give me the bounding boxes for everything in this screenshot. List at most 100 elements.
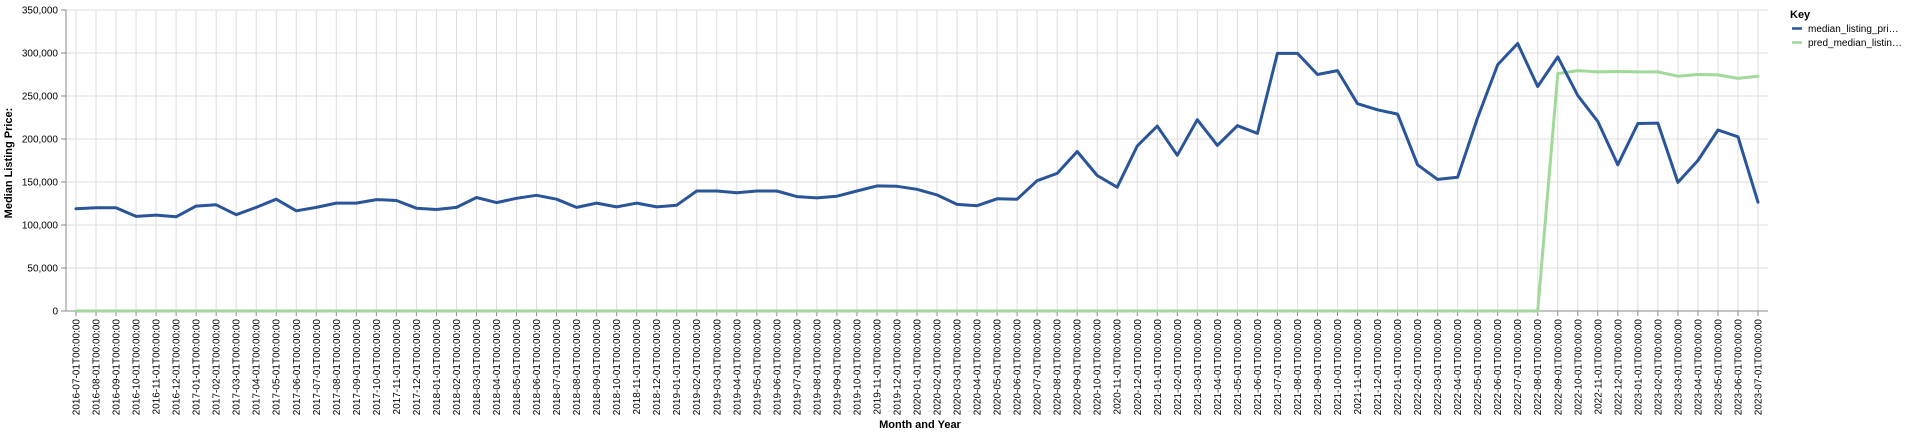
y-axis-title: Median Listing Price: xyxy=(3,108,15,219)
x-tick-label: 2019-04-01T00:00:00 xyxy=(732,319,743,416)
x-tick-label: 2017-04-01T00:00:00 xyxy=(252,319,263,416)
x-tick-label: 2018-01-01T00:00:00 xyxy=(432,319,443,416)
y-tick-label: 300,000 xyxy=(22,49,59,60)
x-tick-label: 2020-02-01T00:00:00 xyxy=(933,319,944,416)
x-tick-label: 2021-12-01T00:00:00 xyxy=(1373,319,1384,416)
x-tick-label: 2019-05-01T00:00:00 xyxy=(752,319,763,416)
x-tick-label: 2016-10-01T00:00:00 xyxy=(132,319,143,416)
x-tick-label: 2018-11-01T00:00:00 xyxy=(632,319,643,415)
x-tick-label: 2020-04-01T00:00:00 xyxy=(973,319,984,416)
x-tick-label: 2019-07-01T00:00:00 xyxy=(792,319,803,416)
series-line-pred-median-listin xyxy=(74,69,1760,313)
x-tick-label: 2018-09-01T00:00:00 xyxy=(592,319,603,416)
x-tick-label: 2021-06-01T00:00:00 xyxy=(1253,319,1264,416)
x-tick-label: 2023-07-01T00:00:00 xyxy=(1754,319,1765,416)
x-tick-label: 2016-09-01T00:00:00 xyxy=(112,319,123,416)
x-tick-label: 2020-08-01T00:00:00 xyxy=(1053,319,1064,416)
x-tick-label: 2022-11-01T00:00:00 xyxy=(1593,319,1604,415)
x-tick-label: 2019-03-01T00:00:00 xyxy=(712,319,723,416)
x-axis-title: Month and Year xyxy=(879,419,961,431)
x-tick-label: 2018-03-01T00:00:00 xyxy=(472,319,483,416)
x-tick-label: 2017-11-01T00:00:00 xyxy=(392,319,403,415)
x-tick-label: 2022-01-01T00:00:00 xyxy=(1393,319,1404,416)
x-tick-label: 2018-07-01T00:00:00 xyxy=(552,319,563,416)
y-tick-label: 250,000 xyxy=(22,92,59,103)
axes: 0 50,000 100,000 150,000 200,000 250,000 300,0… xyxy=(22,6,1768,416)
x-tick-label: 2020-06-01T00:00:00 xyxy=(1013,319,1024,416)
x-tick-label: 2021-11-01T00:00:00 xyxy=(1353,319,1364,415)
y-tick-label: 200,000 xyxy=(22,135,59,146)
y-tick-label: 0 xyxy=(52,307,58,318)
x-tick-label: 2021-10-01T00:00:00 xyxy=(1333,319,1344,416)
x-tick-label: 2021-07-01T00:00:00 xyxy=(1273,319,1284,416)
x-tick-label: 2017-12-01T00:00:00 xyxy=(412,319,423,416)
x-tick-label: 2020-03-01T00:00:00 xyxy=(953,319,964,416)
x-tick-label: 2021-03-01T00:00:00 xyxy=(1193,319,1204,416)
x-tick-label: 2016-08-01T00:00:00 xyxy=(92,319,103,416)
x-tick-label: 2022-03-01T00:00:00 xyxy=(1433,319,1444,416)
x-tick-label: 2021-04-01T00:00:00 xyxy=(1213,319,1224,416)
x-tick-label: 2019-02-01T00:00:00 xyxy=(692,319,703,416)
x-tick-label: 2018-04-01T00:00:00 xyxy=(492,319,503,416)
x-tick-label: 2020-10-01T00:00:00 xyxy=(1093,319,1104,416)
x-tick-label: 2017-02-01T00:00:00 xyxy=(212,319,223,416)
x-tick-label: 2019-01-01T00:00:00 xyxy=(672,319,683,416)
x-tick-label: 2022-07-01T00:00:00 xyxy=(1513,319,1524,416)
x-tick-label: 2020-01-01T00:00:00 xyxy=(913,319,924,416)
x-tick-label: 2018-10-01T00:00:00 xyxy=(612,319,623,416)
x-tick-label: 2017-08-01T00:00:00 xyxy=(332,319,343,416)
x-tick-label: 2023-06-01T00:00:00 xyxy=(1733,319,1744,416)
x-tick-label: 2019-08-01T00:00:00 xyxy=(812,319,823,416)
x-tick-label: 2021-02-01T00:00:00 xyxy=(1173,319,1184,416)
x-tick-label: 2019-09-01T00:00:00 xyxy=(832,319,843,416)
series-line-median-listing-pri xyxy=(74,42,1760,219)
x-tick-label: 2016-07-01T00:00:00 xyxy=(72,319,83,416)
x-tick-label: 2022-08-01T00:00:00 xyxy=(1533,319,1544,416)
legend-title: Key xyxy=(1790,9,1811,21)
x-tick-label: 2018-06-01T00:00:00 xyxy=(532,319,543,416)
y-tick-label: 100,000 xyxy=(22,221,59,232)
x-tick-label: 2022-04-01T00:00:00 xyxy=(1453,319,1464,416)
x-tick-label: 2017-05-01T00:00:00 xyxy=(272,319,283,416)
y-tick-label: 50,000 xyxy=(27,264,58,275)
x-tick-label: 2019-10-01T00:00:00 xyxy=(852,319,863,416)
x-tick-label: 2020-11-01T00:00:00 xyxy=(1113,319,1124,415)
x-tick-label: 2023-05-01T00:00:00 xyxy=(1713,319,1724,416)
x-tick-label: 2022-10-01T00:00:00 xyxy=(1573,319,1584,416)
x-tick-label: 2019-12-01T00:00:00 xyxy=(892,319,903,416)
x-tick-label: 2017-09-01T00:00:00 xyxy=(352,319,363,416)
x-tick-label: 2018-08-01T00:00:00 xyxy=(572,319,583,416)
legend-label: median_listing_pri… xyxy=(1808,24,1899,35)
series-lines xyxy=(74,42,1760,313)
x-tick-label: 2018-02-01T00:00:00 xyxy=(452,319,463,416)
x-tick-label: 2023-01-01T00:00:00 xyxy=(1633,319,1644,416)
x-tick-label: 2016-12-01T00:00:00 xyxy=(172,319,183,416)
x-tick-label: 2020-12-01T00:00:00 xyxy=(1133,319,1144,416)
x-tick-label: 2023-04-01T00:00:00 xyxy=(1693,319,1704,416)
grid-lines xyxy=(66,9,1768,312)
legend: Key median_listing_pri… pred_median_listi… xyxy=(1790,9,1902,49)
x-tick-label: 2022-09-01T00:00:00 xyxy=(1553,319,1564,416)
x-tick-label: 2019-11-01T00:00:00 xyxy=(872,319,883,415)
y-tick-label: 350,000 xyxy=(22,6,59,17)
x-tick-label: 2021-08-01T00:00:00 xyxy=(1293,319,1304,416)
x-tick-label: 2017-01-01T00:00:00 xyxy=(192,319,203,416)
x-tick-label: 2020-07-01T00:00:00 xyxy=(1033,319,1044,416)
x-tick-label: 2021-01-01T00:00:00 xyxy=(1153,319,1164,416)
x-tick-label: 2018-05-01T00:00:00 xyxy=(512,319,523,416)
x-tick-label: 2023-03-01T00:00:00 xyxy=(1673,319,1684,416)
y-tick-label: 150,000 xyxy=(22,178,59,189)
x-tick-label: 2022-06-01T00:00:00 xyxy=(1493,319,1504,416)
x-tick-label: 2019-06-01T00:00:00 xyxy=(772,319,783,416)
x-tick-label: 2017-06-01T00:00:00 xyxy=(292,319,303,416)
x-tick-label: 2021-05-01T00:00:00 xyxy=(1233,319,1244,416)
x-tick-label: 2022-05-01T00:00:00 xyxy=(1473,319,1484,416)
x-tick-label: 2023-02-01T00:00:00 xyxy=(1653,319,1664,416)
x-tick-label: 2017-10-01T00:00:00 xyxy=(372,319,383,416)
x-tick-label: 2022-02-01T00:00:00 xyxy=(1413,319,1424,416)
x-tick-label: 2017-03-01T00:00:00 xyxy=(232,319,243,416)
x-tick-label: 2017-07-01T00:00:00 xyxy=(312,319,323,416)
x-tick-label: 2020-05-01T00:00:00 xyxy=(993,319,1004,416)
legend-label: pred_median_listin… xyxy=(1808,38,1902,49)
